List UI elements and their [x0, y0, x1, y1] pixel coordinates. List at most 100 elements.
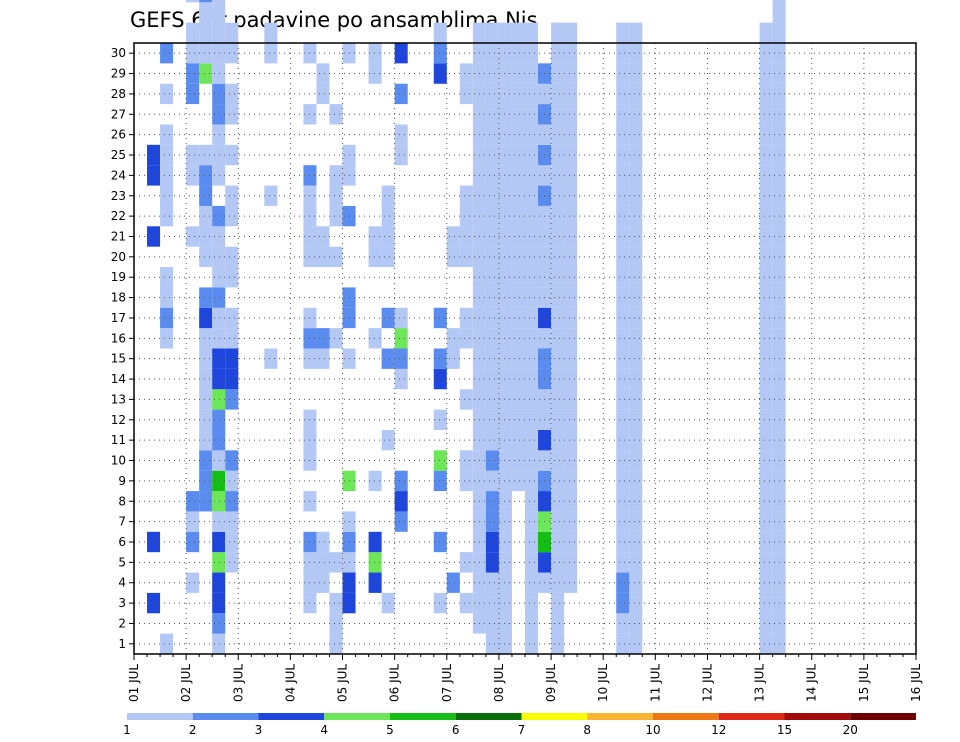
precip-cell [433, 22, 447, 43]
precip-cell [525, 389, 539, 410]
x-tick-label: 02 JUL [179, 664, 193, 702]
precip-cell [316, 531, 330, 553]
precip-cell [629, 450, 643, 471]
precip-cell [433, 348, 447, 369]
precip-cell [629, 83, 643, 105]
precip-cell [212, 633, 226, 654]
precip-cell [498, 124, 512, 145]
precip-cell [498, 328, 512, 349]
precip-cell [616, 267, 630, 288]
y-tick-label: 22 [111, 209, 126, 223]
precip-cell [485, 552, 499, 573]
precip-cell [564, 185, 578, 206]
precip-cell [616, 613, 630, 634]
precip-cell [212, 22, 226, 43]
precip-cell [759, 83, 773, 105]
precip-cell [459, 470, 473, 492]
precip-cell [381, 205, 395, 227]
precip-cell [485, 43, 499, 64]
precip-cell [498, 613, 512, 634]
precip-cell [551, 389, 565, 410]
precip-cell [225, 267, 239, 288]
x-tick-label: 04 JUL [283, 664, 297, 702]
precip-cell [511, 124, 525, 145]
precip-cell [525, 409, 539, 430]
precip-cell [551, 246, 565, 268]
precip-cell [525, 165, 539, 186]
precip-cell [616, 389, 630, 410]
precip-cell [629, 267, 643, 288]
y-axis-ticks: 1234567891011121314151617181920212223242… [111, 46, 134, 651]
precip-cell [759, 429, 773, 451]
precip-cell [394, 491, 408, 512]
precip-cell [160, 144, 174, 166]
precip-cell [199, 22, 213, 43]
precip-cell [394, 144, 408, 166]
precip-cell [212, 592, 226, 614]
precip-cell [511, 185, 525, 206]
precip-cell [616, 43, 630, 64]
precip-cell [225, 389, 239, 410]
precip-cell [498, 226, 512, 247]
precip-cell [759, 348, 773, 369]
precip-cell [485, 246, 499, 268]
precip-cell [316, 246, 330, 268]
precip-cell [199, 63, 213, 84]
precip-cell [759, 22, 773, 43]
precip-cell [525, 470, 539, 492]
precip-cell [525, 491, 539, 512]
precip-cell [759, 226, 773, 247]
precip-cell [212, 348, 226, 369]
colorbar-label: 15 [777, 723, 792, 737]
precip-cell [329, 185, 343, 206]
precip-cell [160, 83, 174, 105]
precip-cell [459, 552, 473, 573]
precip-cell [551, 267, 565, 288]
precip-cell [564, 63, 578, 84]
precip-cell [564, 246, 578, 268]
precip-cell [485, 165, 499, 186]
colorbar: 1 2 3 4 5 6 7 8 10 12 15 20 [123, 713, 916, 737]
precip-cell [525, 124, 539, 145]
precip-cell [564, 22, 578, 43]
precip-cell [212, 307, 226, 329]
precip-cell [616, 368, 630, 390]
precip-cell [225, 307, 239, 329]
precip-cell [186, 144, 200, 166]
precip-cell [564, 429, 578, 451]
colorbar-label: 6 [452, 723, 460, 737]
y-tick-label: 11 [111, 433, 126, 447]
precip-cell [616, 491, 630, 512]
precip-cell [616, 83, 630, 105]
precip-cell [368, 246, 382, 268]
precip-cell [564, 165, 578, 186]
precip-cell [525, 185, 539, 206]
precip-cell [368, 226, 382, 247]
x-tick-label: 10 JUL [596, 664, 610, 702]
y-tick-label: 9 [118, 474, 126, 488]
precip-cell [459, 389, 473, 410]
x-tick-label: 07 JUL [440, 664, 454, 702]
x-tick-label: 16 JUL [909, 664, 923, 702]
precip-cell [225, 470, 239, 492]
x-tick-label: 09 JUL [544, 664, 558, 702]
precip-cell [329, 246, 343, 268]
precip-cell [264, 185, 278, 206]
precip-cell [629, 185, 643, 206]
precip-cell [629, 572, 643, 593]
precip-cell [264, 348, 278, 369]
precip-cell [511, 409, 525, 430]
x-tick-label: 12 JUL [700, 664, 714, 702]
precip-cell [525, 287, 539, 308]
x-tick-label: 11 JUL [648, 664, 662, 702]
precip-cell [446, 348, 460, 369]
x-tick-label: 03 JUL [231, 664, 245, 702]
precip-cell [629, 22, 643, 43]
precip-cell [511, 307, 525, 329]
y-tick-label: 5 [118, 555, 126, 569]
precip-cell [759, 104, 773, 125]
precip-cell [459, 450, 473, 471]
precip-cell [368, 531, 382, 553]
precip-cell [446, 246, 460, 268]
precip-cell [199, 165, 213, 186]
